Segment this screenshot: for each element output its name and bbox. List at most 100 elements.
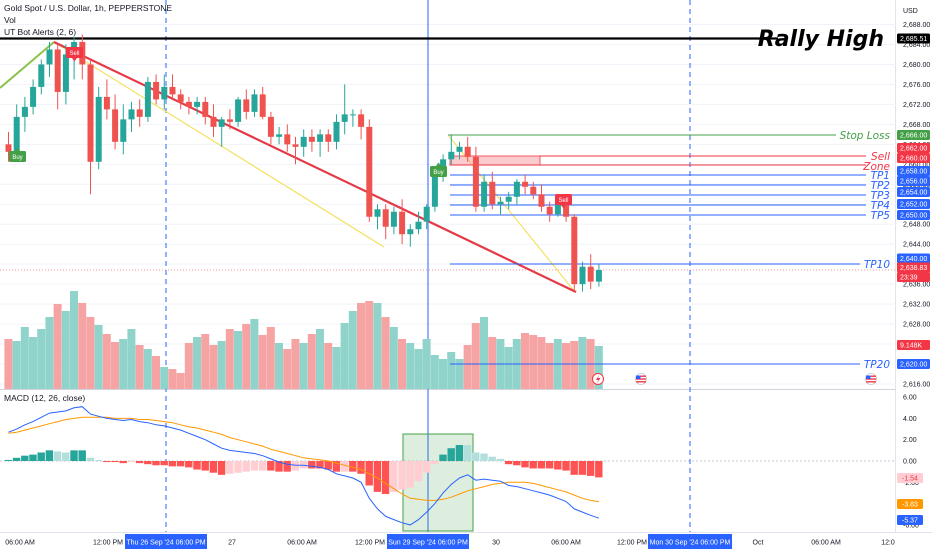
candle-body [128,109,135,120]
price-tag-text: 2,650.00 [900,212,927,219]
price-tick-label: 2,644.00 [903,242,930,249]
macd-hist-bar [414,461,423,482]
price-tag-text: 2,638.83 [900,265,927,272]
macd-hist-bar [152,461,160,466]
sell-signal-1-text: Sell [69,51,79,57]
yellow-swing-line [53,41,385,248]
downtrend-line [53,41,577,293]
us-flag-event-icon[interactable] [635,373,647,385]
indicator-legend[interactable]: UT Bot Alerts (2, 6) [4,27,76,37]
buy-signal-2[interactable]: Buy [430,162,447,178]
candle-body [251,94,258,112]
macd-hist-bar [472,452,480,461]
volume-bar [111,342,119,389]
macd-hist-bar [62,452,70,461]
candle-body [571,216,578,285]
candle-body [530,186,537,195]
volume-bar [406,343,415,389]
candle-body [103,96,110,110]
volume-bar [217,341,226,389]
macd-hist-bar [127,461,136,463]
macd-hist-bar [357,461,365,474]
volume-bar [53,304,62,389]
rally-high-label: Rally High [758,27,884,52]
price-tag [897,199,930,209]
macd-hist-bar [193,461,201,470]
price-tick-label: 2,668.00 [903,122,930,129]
candle-body [194,101,201,107]
candle-body [267,116,274,137]
macd-hist-bar [267,461,275,471]
lightning-event-icon[interactable] [592,373,604,385]
sell-label: Sell [871,151,890,163]
candle-body [489,181,496,205]
price-tag [897,187,930,197]
volume-bar [439,359,447,389]
sell-signal-2[interactable]: Sell [555,194,572,209]
macd-tick-label: -2.00 [903,480,919,487]
candle-body [169,86,176,95]
volume-bar [12,341,21,389]
macd-hist-bar [316,461,324,469]
volume-bar [570,341,579,389]
price-tick-label: 2,660.00 [903,162,930,169]
macd-hist-bar [111,461,119,463]
time-axis[interactable]: 06:00 AM 12:00 PM 27 06:00 AM 12:00 PM 30 06:0… [5,540,895,547]
volume-bar [414,349,423,389]
macd-legend[interactable]: MACD (12, 26, close) [4,393,85,403]
price-tick-label: 2,684.00 [903,42,930,49]
volume-bar [365,301,374,389]
buy-signal-1-text: Buy [12,155,22,161]
time-tick-label: 06:00 AM [811,540,841,547]
candle-body [259,94,266,117]
candle-body [595,270,602,282]
volume-bar [242,324,251,389]
time-tick-label: 12:0 [881,540,895,547]
candle-body [431,176,438,207]
time-axis-highlights: Thu 26 Sep '24 06:00 PM Sun 29 Sep '24 0… [125,534,732,549]
macd-hist-bar [37,452,45,461]
price-tag-text: 2,640.00 [900,256,927,263]
macd-tick-label: 0.00 [903,459,917,466]
time-tick-label: 06:00 AM [551,540,581,547]
price-tag-text: 2,685.51 [900,36,927,43]
time-tick-label: Oct [753,540,764,547]
volume-bar [398,339,406,389]
us-flag-event-icon-2[interactable] [865,373,877,385]
symbol-title[interactable]: Gold Spot / U.S. Dollar, 1h, PEPPERSTONE [4,3,172,13]
time-tick-label: 12:00 PM [617,540,647,547]
price-tag-text: 2,652.00 [900,201,927,208]
candle-body [120,119,127,142]
volume-bar [422,339,431,389]
buy-signal-1[interactable]: Buy [9,147,26,163]
candle-body [235,99,242,122]
candle-body [54,49,61,92]
volume-legend[interactable]: Vol [4,15,16,25]
macd-histogram [4,445,603,495]
volume-bar [340,323,349,389]
macd-hist-bar [226,461,234,474]
macd-hist-bar [373,461,382,492]
volume-bar [119,339,128,389]
volume-bar [299,343,308,389]
sell-signal-1[interactable]: Sell [66,47,83,62]
macd-hist-bar [562,461,570,471]
volume-bar [324,343,333,389]
macd-hist-bar [103,461,111,463]
macd-hist-bar [521,461,529,468]
volume-bar [389,327,398,389]
time-tick-label: 12:00 PM [93,540,123,547]
price-tag [897,359,930,369]
level-annotations: Rally High Stop Loss Sell Zone TP1 TP2 T… [758,27,891,371]
stop-loss-label: Stop Loss [840,130,891,142]
macd-tag [897,473,923,483]
macd-tag [897,515,923,525]
macd-tick-label: 6.00 [903,395,917,402]
candle-body [522,181,529,187]
macd-hist-bar [160,461,168,466]
macd-hist-bar [168,461,177,467]
time-highlight-thu [125,534,207,549]
macd-hist-bar [45,450,54,461]
price-tag [897,153,930,163]
